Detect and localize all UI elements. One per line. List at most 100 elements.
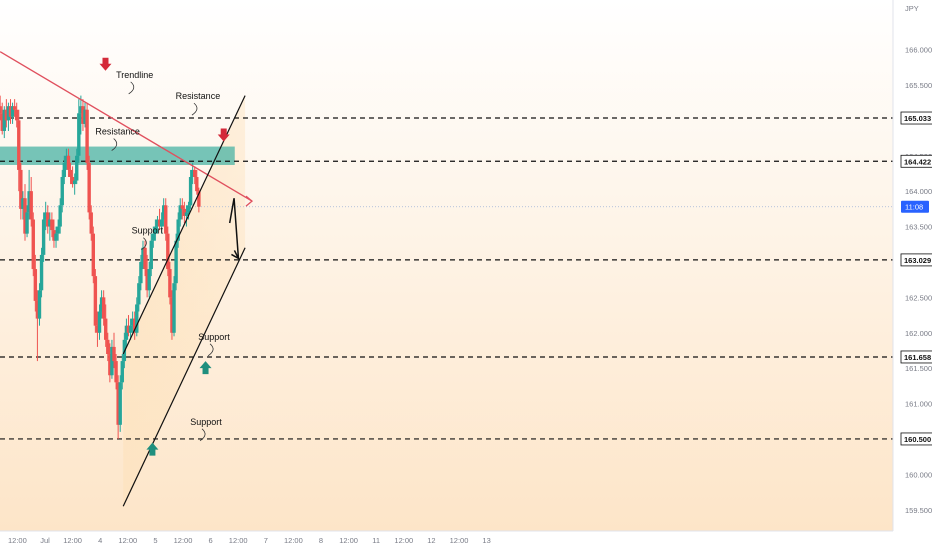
candle-body [143,247,147,270]
candle-body [23,198,27,234]
candle [81,99,85,131]
candle-body [17,120,21,170]
candle [21,191,25,220]
candle-body [139,261,143,284]
candle [83,102,87,128]
candle-body [54,233,58,241]
candle-body [50,219,54,231]
candle [108,343,112,383]
candle-body [56,226,60,234]
candle [168,261,172,305]
candle-body [87,162,91,213]
candle-body [130,318,135,326]
y-tick-label: 165.500 [905,81,932,90]
candle [72,173,77,195]
candle [50,212,54,238]
candle [56,219,60,241]
candle [139,254,143,291]
candle-body [188,177,193,206]
candle-body [29,191,33,220]
x-tick-label: 12:00 [63,536,82,545]
candle [184,205,189,227]
candle [79,95,83,135]
candle [64,148,69,170]
candle-body [79,106,83,114]
candle-body [91,233,95,277]
candle-body [101,297,106,319]
candle [17,109,21,192]
candle [110,339,114,379]
candle-body [180,205,185,209]
candle-body [147,269,151,291]
candle [77,99,81,163]
candle [172,276,176,337]
candle-body [10,106,15,117]
current-price-tag [901,200,929,213]
candle [4,99,9,128]
candle [10,102,15,124]
y-tick-label: 163.500 [905,223,932,232]
level-price-tag-label: 163.029 [904,256,931,265]
candle [23,184,27,241]
candle [166,226,170,277]
candle [89,205,93,241]
candle [43,201,48,231]
candle-body [21,198,25,209]
candle [33,254,38,312]
x-tick-label: 4 [98,536,102,545]
candle [99,290,104,319]
candle [35,290,40,362]
candle [180,198,185,220]
level-price-tag-label: 161.658 [904,353,931,362]
candle [126,315,131,337]
candle-body [157,219,162,227]
x-tick-label: Jul [40,536,50,545]
x-tick-label: 7 [264,536,268,545]
candle [114,354,118,390]
candle [101,290,106,326]
candle-body [110,346,114,376]
candle [153,219,158,241]
candle [87,155,91,220]
trendline [0,51,253,202]
currency-label: JPY [905,4,919,13]
candle [197,187,201,213]
candle [37,283,42,326]
candle-body [95,325,100,333]
candle [52,219,56,248]
candle-body [116,382,120,425]
candle [19,162,23,220]
x-tick-label: 11 [372,536,380,545]
level-price-tag [900,253,932,267]
candle [141,240,145,270]
candle-body [126,325,131,333]
level-price-tag [900,432,932,446]
candle [48,212,52,241]
candle-body [6,106,11,121]
candle [155,215,160,234]
candle [70,166,75,188]
candle-body [195,177,199,192]
y-tick-label: 164.000 [905,187,932,196]
annotation-leader [199,428,206,442]
candle [91,226,95,284]
candle [104,304,108,347]
candle-body [4,109,9,121]
current-price-tag-label: 11:08 [905,203,923,212]
candle-body [133,318,137,333]
down-arrow-icon [99,57,112,71]
candle-body [2,109,6,131]
candle [25,205,29,238]
annotation-label: Support [198,332,230,342]
candle-body [93,276,98,326]
candle-body [166,233,170,270]
candle-body [31,219,35,270]
candle [41,212,46,262]
candle [66,148,71,177]
level-price-tag-label: 160.500 [904,435,931,444]
candle-body [168,269,172,298]
candle-body [137,283,141,305]
candle [130,311,135,333]
candle [46,205,50,234]
